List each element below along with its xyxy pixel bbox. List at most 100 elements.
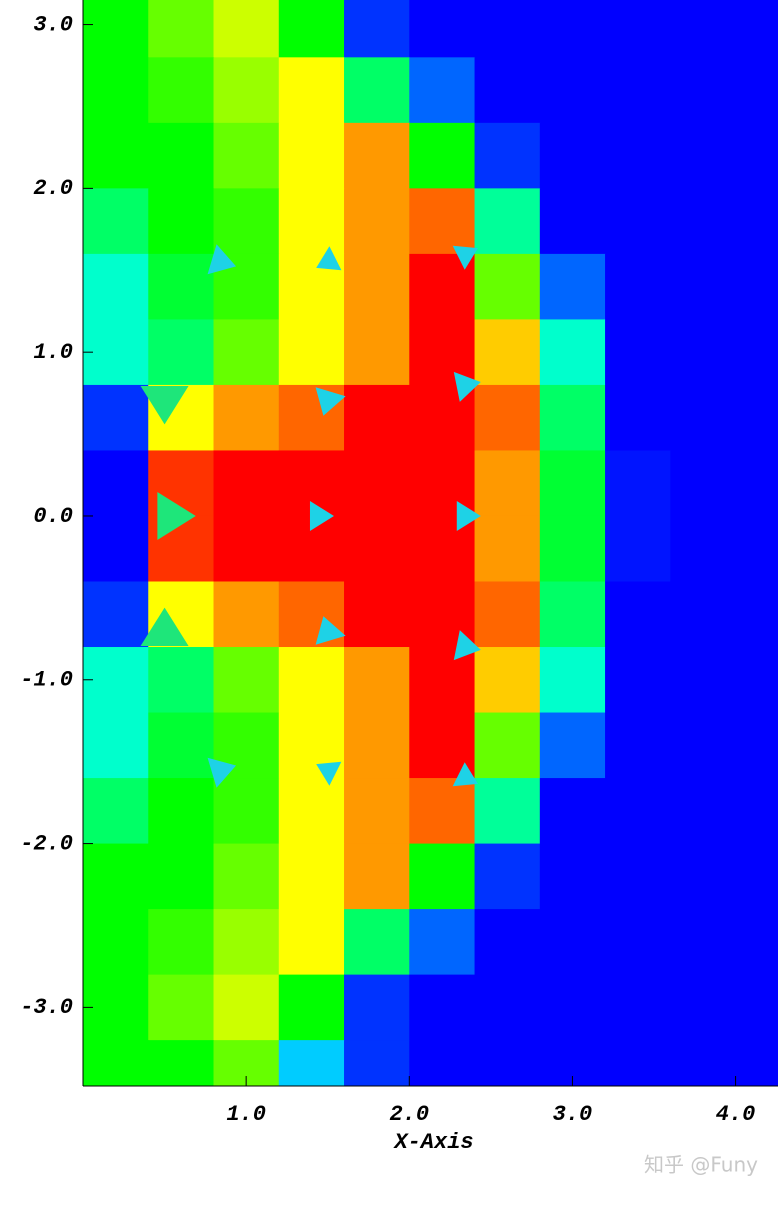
vector-arrow — [456, 500, 481, 531]
cell — [213, 515, 280, 582]
cell — [735, 843, 778, 910]
cell — [83, 253, 149, 320]
x-axis-label: X-Axis — [392, 1130, 473, 1155]
vector-arrow — [140, 607, 189, 646]
cell — [474, 515, 541, 582]
cell — [539, 843, 606, 910]
cell — [735, 647, 778, 714]
cell — [213, 384, 280, 451]
cell — [605, 57, 671, 124]
cell — [474, 450, 541, 517]
cell — [735, 57, 778, 124]
cell — [670, 778, 737, 845]
cell — [344, 384, 410, 451]
cell — [539, 647, 606, 714]
y-tick-label: 3.0 — [33, 12, 73, 37]
cell — [735, 319, 778, 386]
cell — [148, 712, 215, 779]
cell — [83, 712, 149, 779]
cell — [344, 515, 410, 582]
vector-arrow — [316, 761, 342, 786]
cell — [213, 647, 280, 714]
cell — [605, 122, 671, 189]
cell — [409, 515, 476, 582]
cell — [539, 122, 606, 189]
cell — [539, 712, 606, 779]
x-tick-label: 2.0 — [389, 1102, 429, 1127]
cell — [539, 974, 606, 1041]
cell — [605, 0, 671, 58]
cell — [670, 253, 737, 320]
cell — [474, 57, 541, 124]
cell — [670, 909, 737, 976]
watermark: 知乎 @Funy — [644, 1153, 758, 1177]
cell — [344, 319, 410, 386]
vector-arrow — [157, 491, 196, 540]
cell — [539, 581, 606, 648]
vector-arrow — [315, 387, 346, 416]
cell — [735, 909, 778, 976]
vector-arrow — [452, 245, 478, 270]
cell — [670, 581, 737, 648]
cell — [539, 909, 606, 976]
cell — [409, 778, 476, 845]
cell — [735, 122, 778, 189]
cell — [213, 843, 280, 910]
cell — [735, 974, 778, 1041]
cell — [278, 1040, 345, 1086]
cell — [409, 0, 476, 58]
cell — [474, 909, 541, 976]
cell — [474, 253, 541, 320]
cell — [474, 778, 541, 845]
cell — [213, 974, 280, 1041]
cell — [278, 122, 345, 189]
cell — [605, 712, 671, 779]
cell — [83, 778, 149, 845]
cell — [605, 778, 671, 845]
cell — [148, 909, 215, 976]
cell — [605, 843, 671, 910]
cell — [539, 384, 606, 451]
cell — [278, 0, 345, 58]
vector-arrow — [309, 500, 334, 531]
cell — [278, 843, 345, 910]
cell — [605, 253, 671, 320]
cell — [344, 843, 410, 910]
cell — [474, 1040, 541, 1086]
cell — [539, 188, 606, 255]
cell — [735, 581, 778, 648]
vector-arrow — [315, 616, 346, 645]
cell — [278, 57, 345, 124]
cell — [344, 712, 410, 779]
cell — [670, 384, 737, 451]
cell — [213, 319, 280, 386]
y-tick-label: 0.0 — [33, 504, 73, 529]
cell — [605, 319, 671, 386]
cell — [83, 974, 149, 1041]
cell — [148, 188, 215, 255]
cell — [213, 122, 280, 189]
cell — [605, 188, 671, 255]
cell — [409, 974, 476, 1041]
cell — [148, 0, 215, 58]
cell — [344, 581, 410, 648]
cell — [409, 909, 476, 976]
cell — [83, 1040, 149, 1086]
cell — [278, 319, 345, 386]
cell — [670, 122, 737, 189]
cell — [409, 57, 476, 124]
cell — [670, 0, 737, 58]
cell — [344, 253, 410, 320]
cell — [213, 909, 280, 976]
y-tick-label: 1.0 — [33, 340, 73, 365]
cell — [735, 253, 778, 320]
vector-arrow — [207, 244, 237, 275]
cell — [83, 319, 149, 386]
cell — [83, 450, 149, 517]
cell — [735, 450, 778, 517]
cell — [344, 57, 410, 124]
cell — [83, 581, 149, 648]
cell — [344, 974, 410, 1041]
cell — [213, 1040, 280, 1086]
